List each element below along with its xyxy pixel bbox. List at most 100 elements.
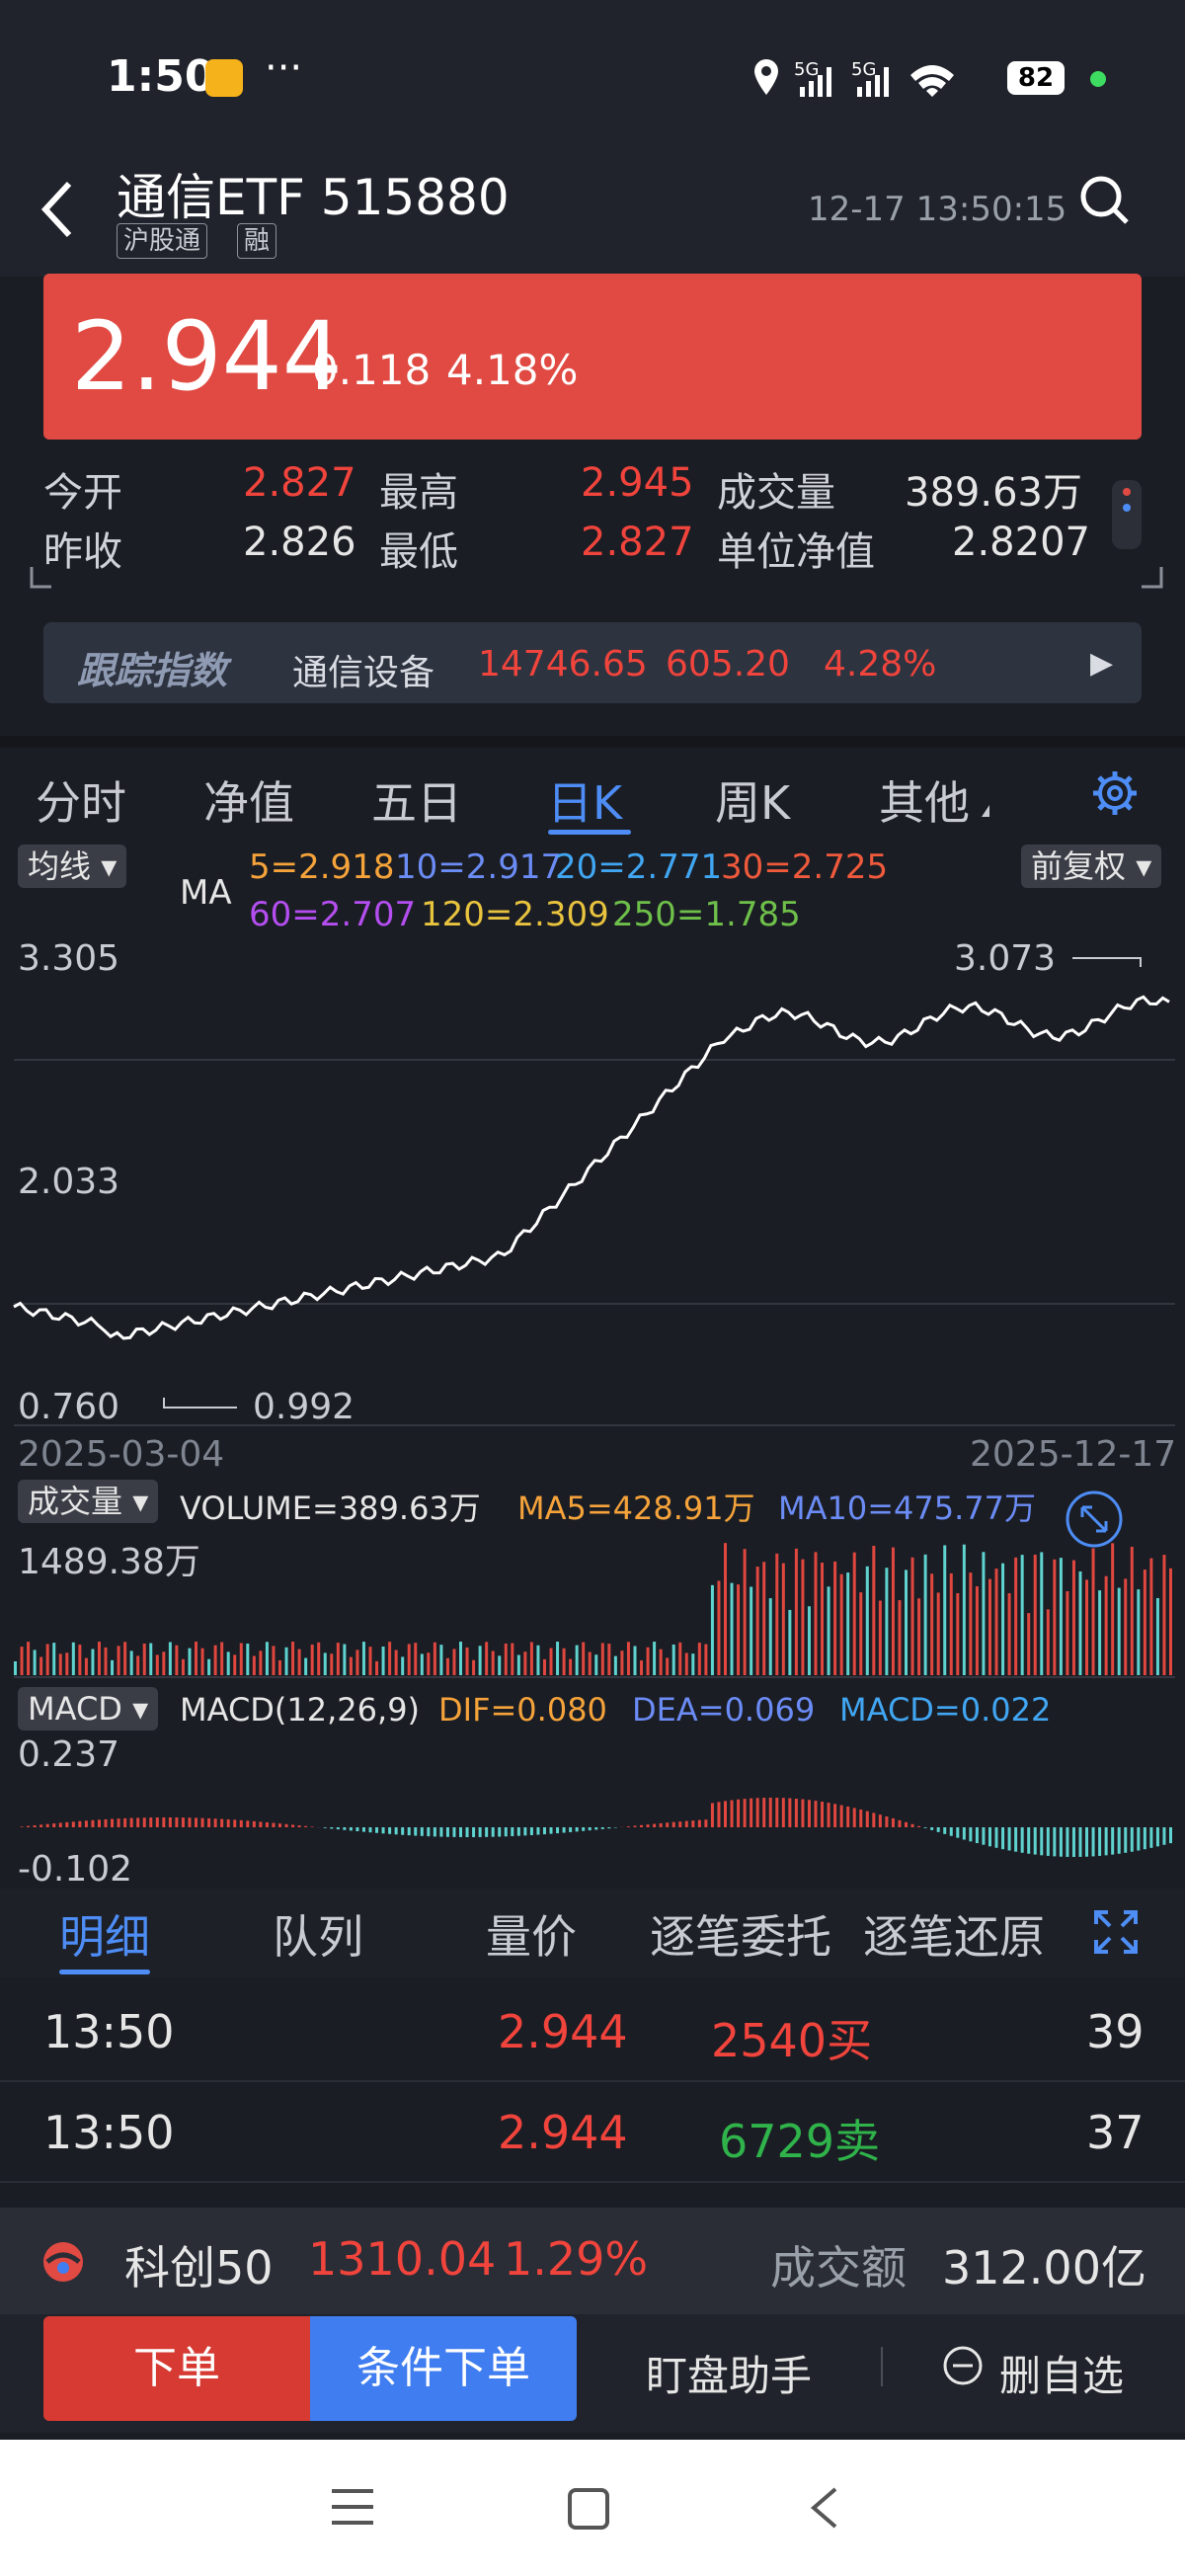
macd-bar [885,1816,889,1827]
macd-bar [923,1827,927,1828]
macd-dropdown-label: MACD [28,1690,122,1728]
macd-bar [775,1798,779,1827]
watch-helper-button[interactable]: 盯盘助手 [646,2352,813,2400]
gear-icon[interactable] [1090,768,1140,818]
macd-bar [878,1814,882,1827]
macd-bar [930,1827,934,1830]
macd-bar [1053,1827,1057,1857]
volume-bar [52,1643,56,1675]
price-change: 0.118 [312,346,432,394]
home-icon[interactable] [567,2487,610,2531]
tracking-index-bar[interactable]: 跟踪指数 通信设备 14746.65 605.20 4.28% ▶ [43,622,1142,703]
back-nav-icon[interactable] [806,2485,841,2531]
adjust-dropdown[interactable]: 前复权 ▾ [1021,845,1162,888]
volume-bar [459,1642,463,1675]
trade-count: 39 [1086,2005,1145,2058]
macd-bar [58,1822,62,1827]
macd-chart[interactable] [0,1738,1185,1887]
menu-icon[interactable] [330,2487,375,2527]
volume-bar [943,1545,947,1675]
tab-volume-price[interactable]: 量价 [486,1910,577,1964]
macd-bar [1027,1827,1031,1854]
tab-nav[interactable]: 净值 [203,776,294,830]
macd-bar [781,1798,785,1827]
macd-bar [1014,1827,1018,1852]
macd-value: MACD=0.022 [839,1691,1052,1729]
volume-bar [575,1645,579,1675]
other-dropdown-icon [982,805,989,817]
tab-other[interactable]: 其他 [879,776,970,830]
detail-tab-bar [0,1889,1185,1977]
tab-weekly-k[interactable]: 周K [715,776,791,830]
volume-dropdown[interactable]: 成交量 ▾ [18,1480,159,1523]
volume-bar [821,1563,825,1675]
macd-bar [155,1817,159,1827]
low-marker: 0.992 [253,1387,356,1427]
macd-bar [504,1827,508,1837]
volume-bar [1130,1546,1134,1675]
tab-queue[interactable]: 队列 [273,1910,363,1964]
volume-chart[interactable] [0,1521,1185,1679]
volume-bar [549,1648,553,1675]
volume-bar [252,1655,256,1675]
remove-watchlist-button[interactable]: 删自选 [999,2352,1125,2400]
volume-bar [310,1645,314,1675]
volume-bar [788,1609,792,1675]
volume-bar [1071,1560,1075,1675]
volume-bar [633,1646,637,1675]
tab-daily-k[interactable]: 日K [547,776,623,830]
more-quote-button[interactable] [1112,480,1142,549]
macd-bar [1071,1827,1075,1857]
macd-bar [600,1827,604,1829]
zoom-icon[interactable] [1065,1489,1124,1549]
tab-five-day[interactable]: 五日 [371,776,462,830]
macd-bar [117,1818,120,1827]
volume-bar [317,1642,321,1675]
macd-bar [917,1825,921,1827]
volume-bar [1040,1552,1044,1675]
remove-circle-icon[interactable] [942,2345,984,2386]
play-arrow-icon: ▶ [1090,646,1114,681]
macd-dropdown[interactable]: MACD ▾ [18,1687,159,1731]
tab-trade-restore[interactable]: 逐笔还原 [863,1910,1045,1964]
ma120-value: 120=2.309 [421,895,609,934]
macd-bar [84,1820,88,1827]
volume-bar [427,1652,431,1675]
back-icon[interactable] [38,178,77,241]
volume-bar [717,1580,721,1675]
indicator-dropdown[interactable]: 均线 ▾ [18,845,127,888]
tab-order-by-order[interactable]: 逐笔委托 [650,1910,831,1964]
volume-bar [504,1643,508,1675]
macd-bar [659,1822,663,1827]
ma10-value: 10=2.917 [395,847,563,887]
macd-bar [1143,1827,1146,1850]
volume-bar [1091,1548,1095,1675]
macd-bar [239,1819,243,1827]
macd-bar [33,1825,37,1827]
market-index-bar[interactable] [0,2208,1185,2314]
tab-intraday[interactable]: 分时 [36,776,126,830]
volume-bar [123,1642,127,1675]
volume-bar [672,1644,675,1675]
macd-bar [485,1827,489,1837]
price-panel [43,274,1142,440]
page-title: 通信ETF 515880 [117,169,510,226]
order-button[interactable]: 下单 [43,2316,310,2421]
price-chart[interactable] [0,943,1185,1432]
status-icons: 5G 5G [754,59,954,97]
fullscreen-icon[interactable] [1092,1908,1140,1956]
volume-bar [569,1658,573,1675]
tab-detail[interactable]: 明细 [59,1910,150,1964]
volume-bar [336,1643,340,1675]
expand-corners[interactable] [30,563,1165,593]
volume-bar [659,1649,663,1675]
volume-bar [388,1642,392,1675]
volume-bar [188,1648,192,1675]
volume-bar [1033,1555,1037,1675]
ma60-value: 60=2.707 [249,895,417,934]
volume-bar [833,1561,837,1675]
macd-bar [104,1818,108,1827]
volume-bar [162,1651,166,1675]
search-icon[interactable] [1078,174,1130,225]
conditional-order-button[interactable]: 条件下单 [310,2316,577,2421]
